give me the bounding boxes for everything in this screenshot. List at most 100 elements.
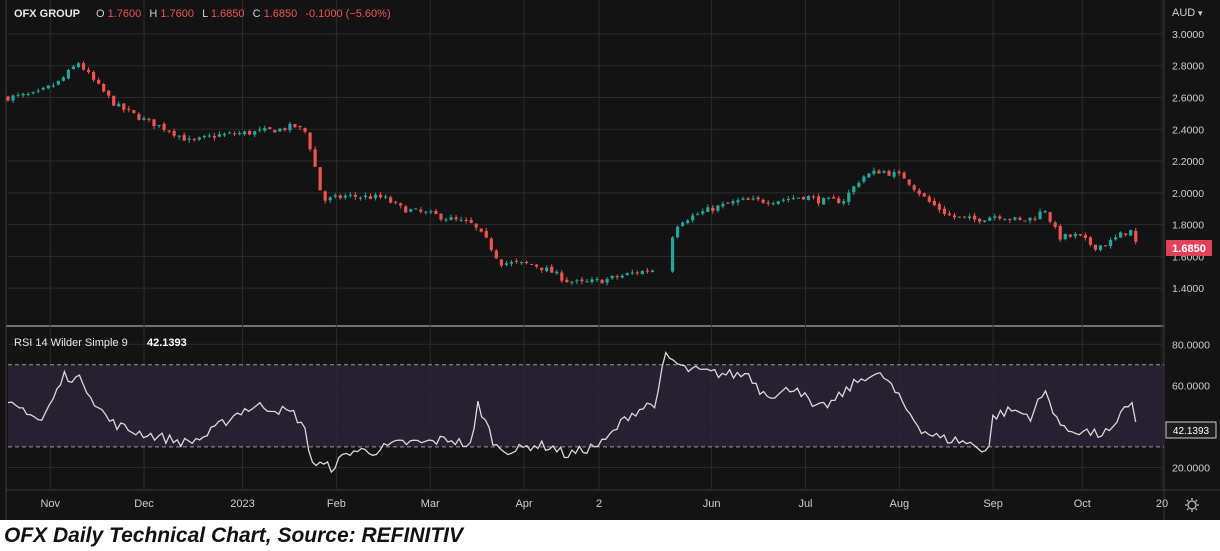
candle-body [1098,245,1103,250]
candle-body [248,130,252,135]
candle-body [373,194,378,199]
candle-body [363,195,368,197]
candle-body [368,196,373,199]
candle-body [137,114,141,120]
candle-body [494,250,498,259]
candle-body [615,276,619,278]
candle-body [222,133,227,136]
close-value: 1.6850 [264,8,298,20]
candle-body [474,223,478,228]
candle-body [36,90,40,92]
candle-body [711,207,715,211]
candle-body [504,263,509,265]
candle-body [635,272,639,274]
candle-body [514,260,519,262]
candle-body [97,79,101,84]
candle-body [746,198,750,200]
candle-body [414,208,418,210]
candle-body [540,267,544,271]
candle-body [343,195,347,198]
chevron-down-icon[interactable]: ▾ [1198,8,1203,18]
candle-body [837,198,841,204]
candle-body [328,197,332,201]
candle-body [902,172,906,179]
x-tick-label: Nov [40,498,60,510]
candle-body [932,200,936,206]
candle-body [575,280,579,282]
price-y-tick-label: 1.4000 [1172,283,1204,295]
candle-body [912,185,916,190]
candle-body [816,196,821,204]
candle-body [907,179,911,185]
currency-label: AUD [1172,7,1195,19]
rsi-title: RSI 14 Wilder Simple 9 [14,337,128,349]
candle-body [741,198,745,200]
candle-body [81,63,86,70]
candle-body [806,195,811,200]
open-key: O [96,8,105,20]
candle-body [91,71,96,80]
rsi-y-tick-label: 80.0000 [1172,339,1210,351]
chart-svg[interactable]: 3.0000 2.8000 2.6000 2.4000 2.2000 2.0000 1.80… [0,0,1220,520]
candle-body [484,230,488,238]
settings-icon[interactable] [1185,498,1199,512]
candlestick-series[interactable] [6,61,1138,286]
candle-body [1058,225,1062,240]
candle-body [726,202,730,204]
candle-body [1053,222,1057,227]
candle-body [489,238,493,251]
close-key: C [253,8,261,20]
candle-body [550,266,554,273]
candle-body [701,211,705,214]
candle-body [142,118,146,120]
price-y-tick-label: 2.4000 [1172,124,1204,136]
candle-body [560,272,564,281]
candle-body [263,128,267,131]
candle-body [927,196,931,202]
candle-body [766,202,770,204]
candle-body [112,95,116,106]
candle-body [232,133,237,135]
candle-body [26,93,30,95]
candle-body [706,207,710,212]
candle-body [76,63,81,68]
candle-body [821,197,826,205]
x-tick-label: Apr [515,498,532,510]
rsi-series[interactable] [7,351,1137,474]
candle-body [177,135,181,137]
candle-body [11,95,15,101]
candle-body [348,194,352,196]
x-tick-label: Jun [703,498,721,510]
candle-body [1043,211,1047,213]
candle-body [1063,233,1067,240]
candle-body [988,217,992,221]
candle-body [464,219,468,221]
candle-body [313,149,317,167]
candle-body [1113,237,1118,240]
candle-body [645,270,649,272]
candle-body [962,216,967,218]
candle-body [318,167,322,191]
candle-body [640,270,644,275]
candle-body [524,261,529,264]
x-tick-label: Dec [134,498,154,510]
candle-body [127,108,131,110]
candle-body [167,130,171,132]
candle-body [16,94,20,96]
high-value: 1.7600 [160,8,194,20]
candle-body [947,213,952,216]
candle-body [771,203,775,205]
chart-frame: 3.0000 2.8000 2.6000 2.4000 2.2000 2.0000 1.80… [0,0,1220,520]
candle-body [610,275,614,279]
candle-body [1108,240,1113,247]
x-tick-label: 2023 [230,498,254,510]
x-tick-label: 20 [1156,498,1168,510]
candle-body [383,196,388,198]
candle-body [227,132,232,134]
x-tick-label: Aug [890,498,910,510]
candle-body [152,119,156,127]
candle-body [399,203,403,206]
candle-body [102,83,106,92]
candle-body [1018,217,1022,220]
candle-body [786,198,790,200]
